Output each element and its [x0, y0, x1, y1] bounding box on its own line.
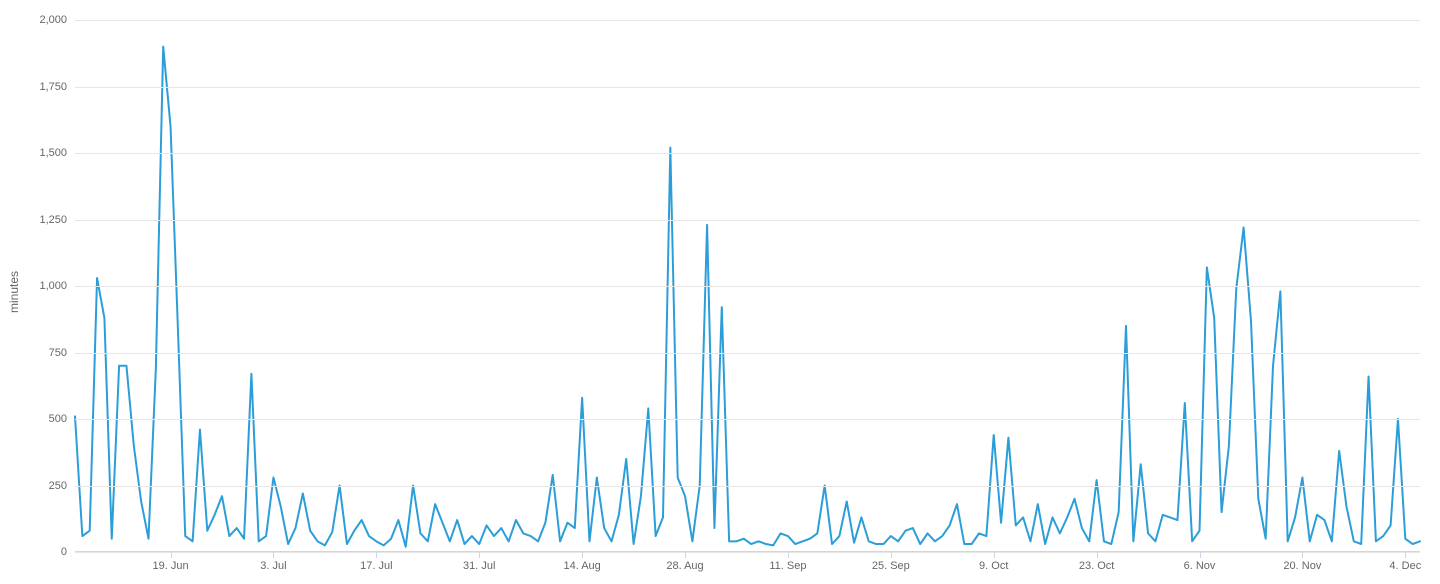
x-tick-label: 11. Sep: [769, 552, 806, 572]
y-tick-label: 250: [49, 480, 75, 492]
x-tick-label: 4. Dec: [1389, 552, 1421, 572]
series-path: [75, 47, 1420, 547]
y-tick-label: 1,000: [39, 280, 75, 292]
y-tick-label: 500: [49, 413, 75, 425]
y-gridline: [75, 87, 1420, 88]
x-tick-label: 14. Aug: [563, 552, 600, 572]
x-tick-label: 23. Oct: [1079, 552, 1114, 572]
y-gridline: [75, 220, 1420, 221]
plot-area[interactable]: 02505007501,0001,2501,5001,7502,00019. J…: [75, 20, 1420, 552]
y-gridline: [75, 286, 1420, 287]
y-gridline: [75, 419, 1420, 420]
y-axis-title: minutes: [7, 271, 21, 313]
x-tick-label: 17. Jul: [360, 552, 392, 572]
y-tick-label: 0: [61, 546, 75, 558]
y-gridline: [75, 353, 1420, 354]
x-tick-label: 28. Aug: [666, 552, 703, 572]
x-tick-label: 25. Sep: [872, 552, 910, 572]
x-tick-label: 31. Jul: [463, 552, 495, 572]
y-tick-label: 750: [49, 347, 75, 359]
y-tick-label: 1,750: [39, 81, 75, 93]
y-tick-label: 2,000: [39, 14, 75, 26]
y-tick-label: 1,250: [39, 214, 75, 226]
x-tick-label: 6. Nov: [1184, 552, 1216, 572]
y-gridline: [75, 486, 1420, 487]
x-tick-label: 9. Oct: [979, 552, 1008, 572]
x-tick-label: 20. Nov: [1283, 552, 1321, 572]
y-gridline: [75, 20, 1420, 21]
x-tick-label: 3. Jul: [260, 552, 286, 572]
y-tick-label: 1,500: [39, 147, 75, 159]
x-tick-label: 19. Jun: [152, 552, 188, 572]
y-gridline: [75, 153, 1420, 154]
time-series-chart: minutes 02505007501,0001,2501,5001,7502,…: [0, 0, 1440, 584]
